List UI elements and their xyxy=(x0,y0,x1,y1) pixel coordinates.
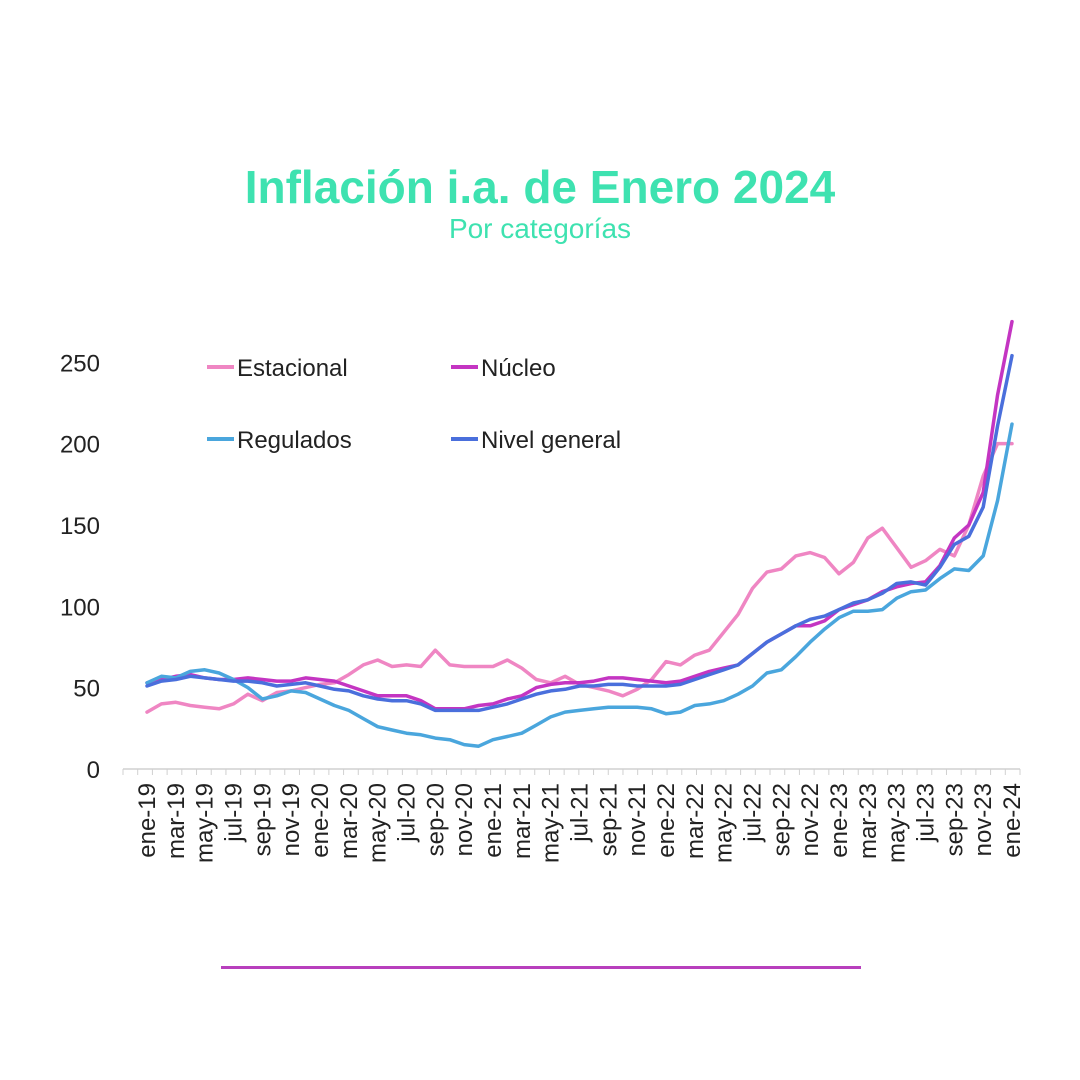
x-tick-label: mar-20 xyxy=(336,783,363,859)
x-tick-label: sep-21 xyxy=(595,783,622,856)
footer-divider xyxy=(221,966,861,969)
x-tick-label: may-23 xyxy=(884,783,911,863)
y-tick-label: 150 xyxy=(60,513,100,540)
x-tick-label: sep-19 xyxy=(249,783,276,856)
y-tick-label: 200 xyxy=(60,432,100,459)
x-tick-label: sep-20 xyxy=(422,783,449,856)
x-tick-label: jul-20 xyxy=(394,783,421,843)
x-tick-label: may-21 xyxy=(538,783,565,863)
series-line-estacional xyxy=(145,441,1014,714)
x-tick-label: ene-24 xyxy=(999,783,1026,858)
x-tick-label: may-22 xyxy=(711,783,738,863)
x-tick-label: sep-23 xyxy=(941,783,968,856)
chart-title: Inflación i.a. de Enero 2024 xyxy=(244,161,836,213)
x-tick-label: may-19 xyxy=(192,783,219,863)
chart-subtitle: Por categorías xyxy=(448,213,632,244)
y-tick-label: 100 xyxy=(60,594,100,621)
series-line-nivel-general xyxy=(145,353,1014,713)
x-tick-label: nov-22 xyxy=(797,783,824,856)
x-tick-label: jul-22 xyxy=(740,783,767,843)
y-tick-label: 250 xyxy=(60,350,100,377)
legend-label: Estacional xyxy=(237,355,348,382)
x-tick-label: jul-19 xyxy=(221,783,248,843)
y-tick-label: 50 xyxy=(73,676,100,703)
x-tick-label: mar-23 xyxy=(855,783,882,859)
legend-label: Regulados xyxy=(237,427,352,454)
x-tick-label: nov-21 xyxy=(624,783,651,856)
x-tick-label: jul-23 xyxy=(913,783,940,843)
x-tick-label: mar-21 xyxy=(509,783,536,859)
x-tick-label: mar-19 xyxy=(163,783,190,859)
legend-label: Nivel general xyxy=(481,427,621,454)
x-tick-label: ene-22 xyxy=(653,783,680,858)
x-tick-label: may-20 xyxy=(365,783,392,863)
x-tick-label: nov-20 xyxy=(451,783,478,856)
x-tick-label: ene-23 xyxy=(826,783,853,858)
x-tick-label: ene-19 xyxy=(134,783,161,858)
legend-label: Núcleo xyxy=(481,355,556,382)
series-line-regulados xyxy=(145,422,1014,748)
x-tick-label: ene-21 xyxy=(480,783,507,858)
x-tick-label: jul-21 xyxy=(567,783,594,843)
x-tick-label: nov-19 xyxy=(278,783,305,856)
x-tick-label: sep-22 xyxy=(768,783,795,856)
x-tick-label: nov-23 xyxy=(970,783,997,856)
y-tick-label: 0 xyxy=(87,757,100,784)
x-tick-label: ene-20 xyxy=(307,783,334,858)
x-tick-label: mar-22 xyxy=(682,783,709,859)
